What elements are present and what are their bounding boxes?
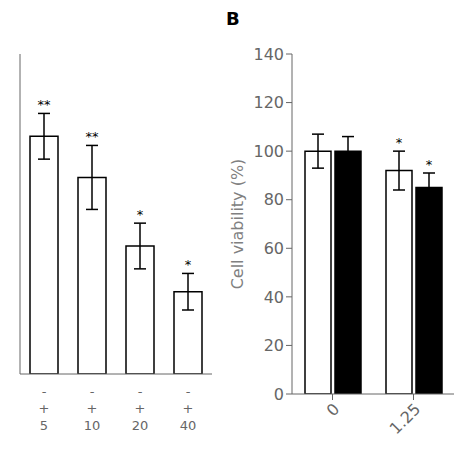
svg-text:40: 40	[264, 288, 284, 307]
svg-text:**: **	[86, 129, 100, 144]
svg-text:1.25: 1.25	[386, 399, 425, 438]
svg-text:*: *	[185, 257, 192, 272]
html-text:B: B	[226, 8, 240, 29]
svg-text:0: 0	[274, 385, 284, 404]
svg-text:120: 120	[253, 93, 284, 112]
svg-text:Cell viability (%): Cell viability (%)	[228, 159, 247, 290]
svg-text:*: *	[396, 135, 403, 150]
svg-text:*: *	[137, 207, 144, 222]
svg-text:-+5: -+5	[39, 384, 50, 433]
svg-text:60: 60	[264, 239, 284, 258]
svg-text:0: 0	[323, 399, 344, 420]
svg-text:**: **	[38, 97, 52, 112]
svg-text:100: 100	[253, 142, 284, 161]
svg-text:80: 80	[264, 190, 284, 209]
svg-text:-+20: -+20	[132, 384, 149, 433]
svg-text:-+40: -+40	[180, 384, 197, 433]
svg-text:-+10: -+10	[84, 384, 101, 433]
svg-text:*: *	[426, 157, 433, 172]
svg-text:20: 20	[264, 336, 284, 355]
svg-text:140: 140	[253, 45, 284, 64]
